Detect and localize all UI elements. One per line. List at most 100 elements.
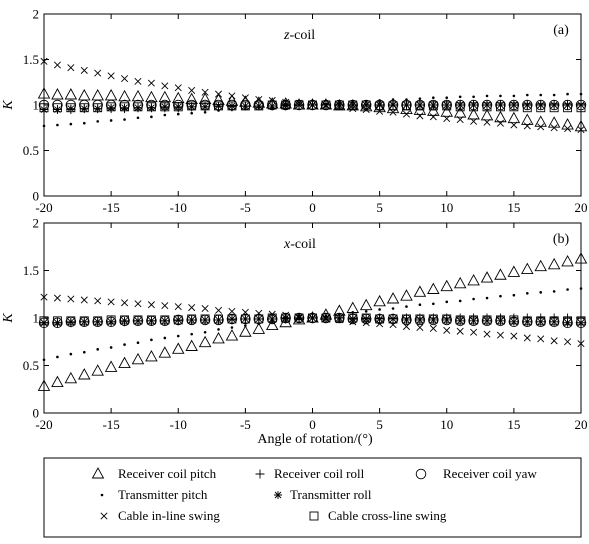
data-point-ccl (93, 103, 103, 113)
data-point-tp (539, 291, 543, 294)
data-point-cil (80, 296, 88, 304)
cross-icon (100, 512, 108, 520)
data-point-ccl (402, 314, 411, 324)
data-point-ccl (321, 313, 331, 323)
data-point-tr (321, 101, 330, 109)
data-point-rcp (534, 259, 547, 272)
data-point-rcp (467, 274, 480, 286)
data-point-cil (53, 61, 61, 69)
data-point-ccl (173, 315, 183, 325)
data-point-cil (282, 311, 290, 319)
legend-label: Receiver coil pitch (118, 466, 217, 481)
data-point-rcp (292, 312, 306, 325)
data-point-cil (402, 323, 410, 331)
data-point-tp (445, 96, 449, 100)
data-point-tr (550, 101, 559, 109)
data-point-rcp (64, 371, 78, 384)
data-point-cil (282, 98, 290, 106)
data-point-rcy (320, 99, 332, 111)
data-point-rcy (347, 99, 359, 111)
data-point-rcy (548, 99, 560, 111)
data-point-cil (470, 328, 478, 336)
data-point-rcp (212, 331, 225, 344)
data-point-tr (469, 101, 478, 109)
data-point-rcp (198, 335, 212, 348)
x-tick-label: -5 (240, 200, 251, 215)
data-point-rcy (535, 99, 546, 111)
data-point-cil (53, 294, 61, 302)
data-point-cil (537, 123, 545, 131)
data-point-tr (227, 101, 236, 110)
data-point-tp (566, 288, 569, 291)
data-point-rcp (521, 262, 534, 274)
data-point-tp (123, 118, 126, 121)
data-point-ccl (227, 314, 237, 324)
x-tick-label: 5 (376, 200, 383, 215)
data-point-ccl (428, 101, 438, 111)
data-point-tr (241, 101, 250, 110)
data-point-tp (405, 98, 408, 101)
legend-entry-tr: Transmitter roll (274, 487, 372, 502)
data-point-cil (483, 330, 491, 338)
data-point-rcy (172, 314, 184, 326)
data-point-ccl (106, 315, 116, 325)
data-point-ccl (200, 101, 210, 111)
x-tick-label: 0 (309, 200, 316, 215)
data-point-tp (42, 358, 46, 362)
data-point-tp (566, 92, 569, 96)
data-point-cil (510, 332, 518, 340)
data-point-ccl (200, 314, 210, 324)
data-point-rcp (64, 88, 78, 100)
y-tick-label: 1 (33, 311, 40, 326)
data-point-tp (485, 296, 489, 300)
data-point-ccl (536, 103, 546, 113)
data-point-ccl (267, 100, 277, 110)
data-point-cil (80, 66, 88, 74)
data-point-ccl (133, 315, 143, 325)
data-point-ccl (173, 102, 183, 112)
series-ccl (39, 100, 586, 113)
data-point-rcp (400, 289, 413, 301)
data-point-rcp (239, 325, 252, 337)
data-point-tr (66, 317, 75, 326)
triangle-icon (91, 467, 105, 479)
legend-entry-rcp: Receiver coil pitch (91, 466, 217, 481)
x-tick-label: -10 (170, 417, 187, 432)
data-point-tr (160, 102, 169, 111)
data-point-cil (564, 125, 572, 133)
data-point-cil (523, 122, 531, 130)
data-point-ccl (240, 101, 250, 111)
data-point-rcy (307, 99, 318, 111)
data-point-tr (442, 101, 451, 109)
data-point-rcp (386, 292, 400, 304)
chart-panel-b: -20 -15 -10 -5 0 5 10 15 20 0 0.5 1 1.5 2 Kx-coil (b) (1, 216, 588, 433)
data-point-rcp (494, 268, 507, 280)
data-point-rcp (185, 339, 198, 351)
data-point-tr (577, 101, 585, 109)
data-point-ccl (133, 102, 143, 112)
data-point-ccl (496, 315, 505, 325)
data-point-tr (389, 101, 398, 109)
data-point-ccl (361, 313, 371, 323)
data-point-tr (456, 316, 465, 325)
x-tick-label: 20 (575, 200, 588, 215)
data-point-tp (244, 324, 247, 327)
plus-icon (255, 469, 265, 479)
y-axis-label: K (1, 313, 16, 324)
data-point-tr (456, 101, 465, 109)
data-point-ccl (455, 315, 465, 325)
data-point-tr (214, 101, 223, 110)
data-point-ccl (160, 315, 170, 325)
data-point-ccl (120, 102, 130, 112)
data-point-tp (136, 116, 140, 120)
data-point-rcp (561, 118, 574, 130)
data-point-tr (201, 102, 210, 111)
data-point-cil (456, 116, 464, 124)
data-point-ccl (146, 102, 156, 112)
data-point-ccl (334, 313, 344, 323)
data-point-tr (402, 315, 411, 324)
coil-title-prefix: x (283, 237, 291, 252)
data-point-rcp (521, 113, 534, 125)
data-point-ccl (321, 100, 331, 110)
x-axis-label: Angle of rotation/(°) (257, 432, 373, 447)
